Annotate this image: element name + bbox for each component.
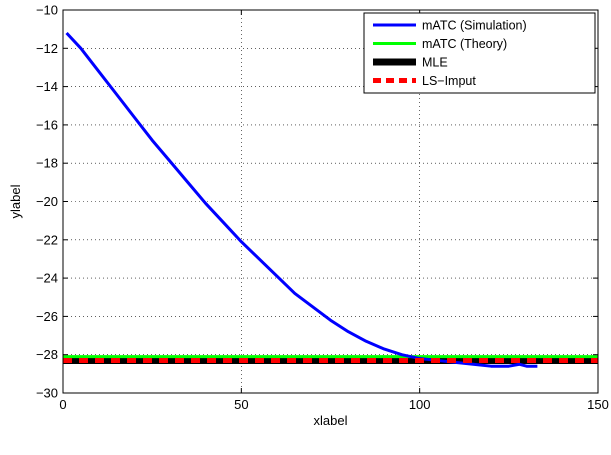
y-tick-label: −14 bbox=[36, 79, 58, 94]
plot-area bbox=[63, 31, 598, 368]
y-tick-label: −12 bbox=[36, 41, 58, 56]
y-tick-label: −16 bbox=[36, 117, 58, 132]
y-axis-label: ylabel bbox=[8, 184, 23, 218]
y-tick-label: −10 bbox=[36, 3, 58, 18]
x-tick-label: 50 bbox=[234, 397, 248, 412]
y-tick-label: −20 bbox=[36, 194, 58, 209]
legend: mATC (Simulation) mATC (Theory) MLE LS−Impu… bbox=[363, 12, 596, 94]
y-tick-label: −26 bbox=[36, 309, 58, 324]
y-tick-label: −24 bbox=[36, 271, 58, 286]
series-line bbox=[65, 31, 538, 368]
axis-ticks: 0 50 100 150 −30 −28 −26 −24 −22 −20 −18 −16 −14 −12 −… bbox=[36, 3, 609, 413]
y-tick-label: −28 bbox=[36, 347, 58, 362]
y-tick-label: −22 bbox=[36, 232, 58, 247]
x-axis-label: xlabel bbox=[314, 413, 348, 428]
legend-label: LS−Imput bbox=[422, 74, 476, 88]
x-tick-label: 100 bbox=[409, 397, 431, 412]
y-tick-label: −18 bbox=[36, 156, 58, 171]
x-tick-label: 0 bbox=[59, 397, 66, 412]
legend-label: mATC (Simulation) bbox=[422, 19, 527, 33]
legend-label: MLE bbox=[422, 56, 448, 70]
y-tick-label: −30 bbox=[36, 386, 58, 401]
x-tick-label: 150 bbox=[587, 397, 609, 412]
legend-label: mATC (Theory) bbox=[422, 37, 507, 51]
